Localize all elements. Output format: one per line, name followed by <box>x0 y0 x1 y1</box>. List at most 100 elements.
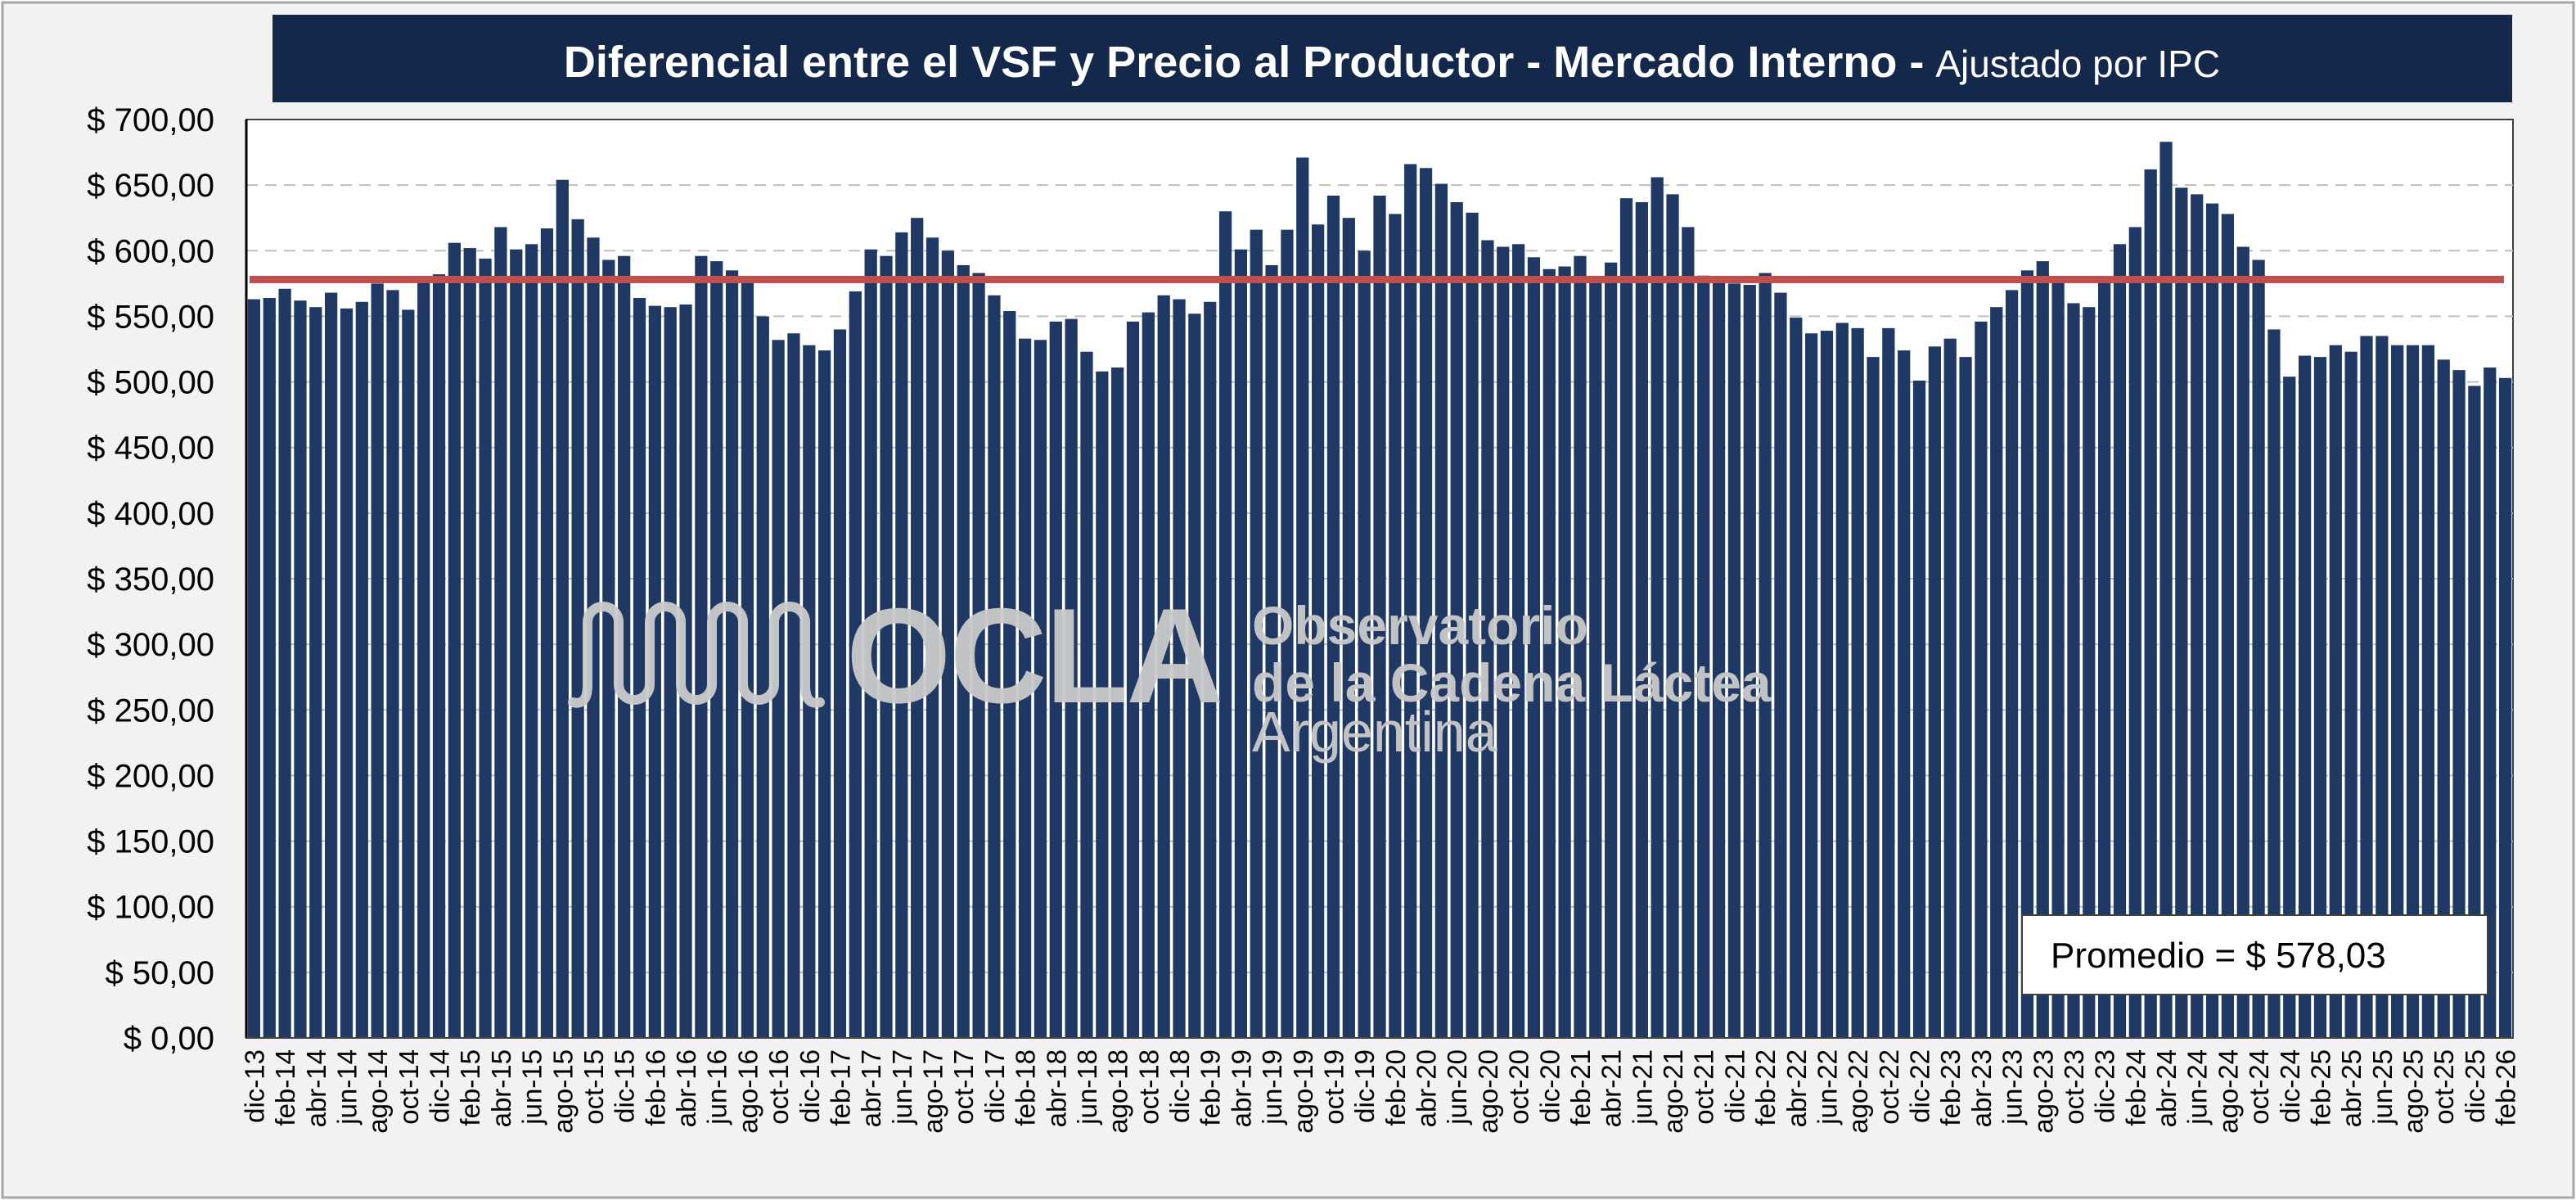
bar <box>1250 229 1263 1038</box>
bar <box>1204 301 1217 1039</box>
x-tick-label: oct-14 <box>394 1049 424 1125</box>
x-tick-label: ago-23 <box>2028 1049 2058 1134</box>
bar <box>1312 224 1325 1038</box>
bar <box>587 237 600 1038</box>
bar <box>1943 338 1957 1039</box>
ocla-logo-line-3: Argentina <box>1252 700 1497 764</box>
bar <box>1712 277 1726 1039</box>
bar <box>648 305 661 1038</box>
chart-subtitle: Ajustado por IPC <box>1935 43 2220 85</box>
y-tick-label: $ 500,00 <box>87 365 214 401</box>
bar <box>1511 244 1525 1038</box>
x-tick-label: feb-15 <box>455 1049 485 1126</box>
bar <box>1419 168 1433 1039</box>
x-tick-label: ago-15 <box>547 1049 578 1134</box>
bar <box>1774 292 1787 1038</box>
x-tick-label: dic-15 <box>610 1049 640 1123</box>
bar <box>1373 195 1386 1039</box>
bar <box>911 218 924 1038</box>
bar <box>1265 264 1278 1039</box>
title-banner: Diferencial entre el VSF y Precio al Pro… <box>272 15 2512 102</box>
bar <box>1218 211 1232 1038</box>
bar <box>355 301 368 1039</box>
bar <box>1882 327 1895 1039</box>
x-tick-label: ago-25 <box>2398 1049 2429 1134</box>
x-tick-label: abr-22 <box>1781 1049 1812 1127</box>
bar <box>1389 214 1402 1038</box>
bar <box>571 219 584 1038</box>
bar <box>725 270 739 1038</box>
x-tick-label: abr-24 <box>2151 1049 2182 1127</box>
y-tick-label: $ 450,00 <box>87 431 214 467</box>
x-tick-label: jun-18 <box>1072 1049 1102 1126</box>
x-tick-label: abr-23 <box>1966 1049 1997 1127</box>
x-tick-label: abr-19 <box>1226 1049 1256 1127</box>
bar <box>2221 214 2235 1038</box>
bar <box>1188 314 1201 1038</box>
x-tick-label: ago-24 <box>2213 1049 2243 1134</box>
bar <box>278 288 291 1039</box>
bar <box>2313 357 2327 1038</box>
bar <box>2329 345 2342 1039</box>
ocla-logo-wordmark: OCLA <box>846 580 1222 731</box>
x-tick-label: oct-15 <box>579 1049 609 1125</box>
bar <box>1080 351 1093 1039</box>
x-tick-label: feb-20 <box>1380 1049 1411 1126</box>
bar <box>386 290 399 1038</box>
x-tick-label: abr-25 <box>2336 1049 2367 1127</box>
x-tick-label: feb-22 <box>1750 1049 1781 1126</box>
bar <box>448 242 462 1038</box>
bar <box>479 258 492 1039</box>
x-tick-label: dic-21 <box>1719 1049 1750 1123</box>
bar <box>1851 327 1864 1039</box>
bar <box>1049 321 1062 1039</box>
x-tick-label: abr-17 <box>856 1049 886 1127</box>
bar <box>1234 249 1248 1038</box>
bar <box>1404 164 1417 1038</box>
bar <box>1326 195 1340 1039</box>
bar <box>2067 303 2080 1038</box>
y-tick-label: $ 50,00 <box>106 955 214 991</box>
x-tick-label: jun-25 <box>2367 1049 2398 1126</box>
bar <box>925 237 939 1038</box>
chart-title-main: Diferencial entre el VSF y Precio al Pro… <box>564 38 1924 87</box>
bar <box>602 259 615 1038</box>
bar <box>2298 355 2312 1038</box>
bar <box>988 295 1001 1039</box>
bar <box>1743 284 1756 1039</box>
bar <box>1281 229 1294 1038</box>
y-tick-label: $ 400,00 <box>87 496 214 532</box>
bar <box>1898 350 1911 1038</box>
bar <box>1975 321 1988 1039</box>
bar <box>2098 281 2111 1038</box>
bar <box>1804 333 1818 1038</box>
x-tick-label: oct-20 <box>1504 1049 1534 1125</box>
bar <box>540 228 554 1039</box>
bar <box>1682 227 1695 1038</box>
ocla-logo-line-2: de la Cadena Láctea <box>1252 652 1772 713</box>
bar <box>1619 198 1633 1039</box>
bar <box>2083 307 2096 1038</box>
x-tick-label: oct-19 <box>1318 1049 1349 1125</box>
x-tick-label: dic-23 <box>2090 1049 2120 1123</box>
x-tick-label: abr-16 <box>671 1049 701 1127</box>
bar <box>864 249 877 1038</box>
x-tick-label: abr-20 <box>1412 1049 1442 1127</box>
x-tick-label: ago-20 <box>1473 1049 1503 1134</box>
bar <box>1542 268 1556 1038</box>
bar <box>1065 318 1078 1038</box>
bar <box>2005 290 2019 1038</box>
bar <box>756 316 769 1038</box>
bar <box>2113 244 2127 1038</box>
ocla-logo-mark <box>568 602 825 708</box>
bar <box>664 307 677 1038</box>
x-tick-label: oct-16 <box>763 1049 794 1125</box>
bar <box>1574 255 1587 1038</box>
bar <box>1635 201 1648 1039</box>
x-tick-label: abr-15 <box>486 1049 516 1127</box>
bar <box>2191 194 2204 1039</box>
x-tick-label: jun-22 <box>1812 1049 1842 1126</box>
bar <box>2268 329 2281 1038</box>
bar <box>895 232 908 1038</box>
y-tick-label: $ 200,00 <box>87 758 214 794</box>
